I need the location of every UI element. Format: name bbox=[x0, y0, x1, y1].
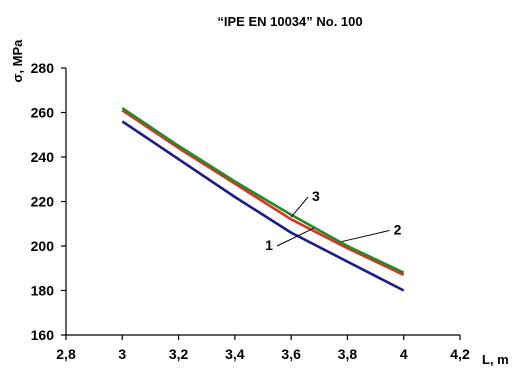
x-tick-label: 3,6 bbox=[281, 346, 301, 362]
y-tick-label: 280 bbox=[31, 60, 55, 76]
series-lines bbox=[121, 107, 405, 292]
x-tick-label: 3,2 bbox=[169, 346, 189, 362]
y-tick-label: 220 bbox=[31, 194, 55, 210]
annotation-leader-2 bbox=[341, 229, 390, 243]
x-axis-label: L, m bbox=[482, 352, 509, 367]
series-line-3 bbox=[121, 107, 405, 274]
x-tick-label: 3 bbox=[118, 346, 126, 362]
ticks: 160 180 200 220 240 260 280 2,8 3 3,2 3,4 3,6 3,8 4 4,… bbox=[31, 60, 470, 362]
y-tick-label: 240 bbox=[31, 149, 55, 165]
annotation-leader-3 bbox=[290, 196, 309, 218]
y-axis-label: σ, MPa bbox=[10, 39, 25, 83]
x-tick-label: 3,8 bbox=[338, 346, 358, 362]
y-tick-label: 160 bbox=[31, 327, 55, 343]
x-tick-label: 3,4 bbox=[225, 346, 245, 362]
x-tick-label: 2,8 bbox=[56, 346, 76, 362]
series-line-2 bbox=[121, 109, 405, 277]
series-line-1 bbox=[121, 120, 405, 292]
curve-annotations: 1 2 3 bbox=[265, 188, 402, 253]
annotation-leader-1 bbox=[276, 227, 314, 247]
y-tick-label: 180 bbox=[31, 283, 55, 299]
y-tick-label: 260 bbox=[31, 105, 55, 121]
curve-label-3: 3 bbox=[312, 188, 320, 204]
y-tick-label: 200 bbox=[31, 238, 55, 254]
curve-label-1: 1 bbox=[265, 237, 273, 253]
curve-label-2: 2 bbox=[394, 221, 402, 237]
chart-title: “IPE EN 10034” No. 100 bbox=[217, 14, 362, 29]
x-tick-label: 4,2 bbox=[450, 346, 470, 362]
x-tick-label: 4 bbox=[400, 346, 408, 362]
